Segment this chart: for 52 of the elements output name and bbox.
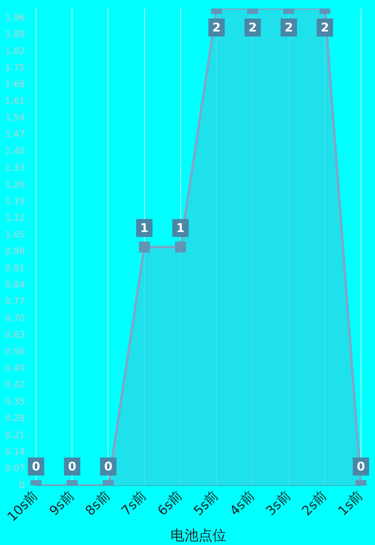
y-tick-label: 1.47	[4, 130, 26, 140]
y-tick-label: 0.77	[4, 297, 26, 308]
y-tick-label: 1.26	[4, 180, 26, 190]
y-tick-label: 1.61	[4, 96, 26, 107]
data-label: 2	[212, 20, 221, 35]
data-label: 0	[356, 460, 366, 474]
y-tick-label: 1.75	[4, 63, 26, 74]
y-tick-label: 0.14	[4, 447, 26, 458]
data-label: 2	[284, 20, 293, 35]
x-tick-label: 5s前	[191, 488, 222, 520]
data-label: 1	[140, 221, 149, 236]
x-tick-label: 9s前	[46, 488, 78, 520]
point	[138, 242, 150, 252]
y-tick-label: 0.42	[4, 380, 26, 391]
y-tick-label: 0.70	[4, 314, 26, 324]
y-tick-label: 1.05	[4, 230, 26, 240]
data-label: 0	[104, 460, 112, 474]
x-tick-label: 1s前	[336, 488, 366, 520]
y-tick-label: 1.12	[4, 214, 26, 224]
x-tick-label: 2s前	[300, 488, 330, 520]
y-tick-label: 0.07	[4, 464, 26, 474]
x-axis-title: 电池点位	[170, 528, 227, 544]
data-label: 1	[176, 221, 185, 236]
y-tick-label: 0.21	[4, 430, 26, 441]
x-tick-label: 8s前	[83, 488, 114, 520]
y-tick-label: 1.40	[4, 146, 26, 157]
y-tick-label: 0	[19, 480, 26, 491]
data-label: 2	[320, 20, 330, 35]
y-tick-label: 0.28	[4, 414, 26, 424]
y-tick-label: 1.89	[4, 30, 26, 40]
point	[174, 242, 186, 252]
x-tick-label: 10s前	[4, 488, 42, 525]
x-tick-label: 7s前	[119, 488, 150, 520]
y-tick-label: 1.96	[4, 13, 26, 24]
y-tick-label: 1.68	[4, 80, 26, 90]
y-tick-label: 0.91	[4, 264, 26, 274]
y-tick-label: 1.19	[4, 197, 26, 208]
data-label: 0	[32, 460, 40, 474]
y-tick-label: 1.82	[4, 46, 26, 57]
y-tick-label: 1.54	[4, 114, 26, 124]
data-label: 2	[248, 20, 257, 35]
x-tick-label: 3s前	[264, 488, 294, 520]
y-tick-label: 0.56	[4, 347, 26, 358]
x-tick-label: 4s前	[227, 488, 258, 520]
y-tick-label: 0.49	[4, 364, 26, 374]
y-tick-label: 0.98	[4, 247, 26, 258]
x-tick-label: 6s前	[155, 488, 186, 520]
y-tick-label: 1.33	[4, 164, 26, 174]
y-tick-label: 0.63	[4, 330, 26, 341]
y-tick-label: 0.84	[4, 280, 26, 290]
y-tick-label: 0.35	[4, 397, 26, 408]
data-label: 0	[68, 460, 76, 474]
